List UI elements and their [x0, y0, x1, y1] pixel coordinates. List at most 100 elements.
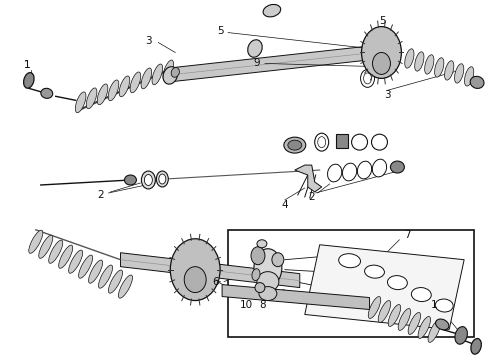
Ellipse shape: [391, 161, 404, 173]
Text: 10: 10: [240, 300, 252, 310]
Ellipse shape: [159, 174, 166, 184]
Bar: [336, 134, 347, 148]
Ellipse shape: [284, 137, 306, 153]
Ellipse shape: [361, 69, 374, 87]
Ellipse shape: [362, 27, 401, 78]
Text: 9: 9: [254, 58, 260, 68]
Ellipse shape: [163, 60, 173, 81]
Text: 7: 7: [404, 230, 411, 240]
Text: 6: 6: [212, 276, 219, 287]
Ellipse shape: [418, 316, 431, 338]
Polygon shape: [121, 253, 300, 288]
Ellipse shape: [257, 272, 279, 292]
Ellipse shape: [89, 260, 102, 283]
Ellipse shape: [425, 55, 434, 74]
Ellipse shape: [352, 134, 368, 150]
Ellipse shape: [435, 299, 453, 312]
Ellipse shape: [436, 319, 449, 330]
Ellipse shape: [343, 163, 357, 181]
Ellipse shape: [365, 265, 385, 278]
Ellipse shape: [41, 88, 53, 98]
Ellipse shape: [171, 239, 220, 301]
Text: 5: 5: [217, 26, 223, 36]
Ellipse shape: [388, 305, 401, 327]
Ellipse shape: [254, 249, 282, 287]
Ellipse shape: [130, 72, 141, 93]
Ellipse shape: [108, 80, 119, 101]
Ellipse shape: [75, 92, 86, 113]
Ellipse shape: [108, 270, 122, 293]
Ellipse shape: [59, 245, 73, 268]
Ellipse shape: [455, 327, 467, 344]
Ellipse shape: [372, 53, 391, 75]
Ellipse shape: [288, 140, 302, 150]
Polygon shape: [295, 165, 322, 192]
Bar: [228, 230, 474, 337]
Polygon shape: [165, 46, 365, 82]
Ellipse shape: [141, 68, 152, 89]
Text: 2: 2: [308, 192, 315, 202]
Ellipse shape: [357, 161, 371, 179]
Polygon shape: [305, 245, 464, 329]
Ellipse shape: [29, 230, 43, 253]
Text: 2: 2: [97, 190, 104, 200]
Ellipse shape: [408, 312, 420, 334]
Ellipse shape: [388, 276, 407, 289]
Text: 1: 1: [431, 300, 438, 310]
Ellipse shape: [364, 73, 371, 84]
Ellipse shape: [371, 134, 388, 150]
Ellipse shape: [372, 159, 387, 177]
Ellipse shape: [119, 275, 132, 298]
Ellipse shape: [259, 287, 277, 301]
Text: 5: 5: [379, 15, 386, 26]
Ellipse shape: [444, 61, 454, 80]
Ellipse shape: [142, 171, 155, 189]
Ellipse shape: [124, 175, 136, 185]
Ellipse shape: [415, 52, 424, 71]
Ellipse shape: [248, 40, 262, 57]
Ellipse shape: [152, 64, 163, 85]
Ellipse shape: [364, 30, 399, 75]
Ellipse shape: [39, 235, 53, 258]
Ellipse shape: [78, 255, 93, 278]
Ellipse shape: [263, 4, 281, 17]
Ellipse shape: [171, 68, 179, 77]
Text: 1: 1: [24, 60, 30, 71]
Ellipse shape: [49, 240, 63, 263]
Ellipse shape: [184, 267, 206, 293]
Ellipse shape: [435, 58, 444, 77]
Ellipse shape: [378, 301, 391, 323]
Ellipse shape: [69, 250, 83, 273]
Ellipse shape: [339, 254, 361, 268]
Ellipse shape: [470, 76, 484, 89]
Ellipse shape: [24, 73, 34, 88]
Text: 4: 4: [282, 200, 288, 210]
Ellipse shape: [428, 320, 441, 342]
Ellipse shape: [257, 240, 267, 248]
Polygon shape: [222, 285, 369, 310]
Ellipse shape: [173, 243, 217, 297]
Ellipse shape: [98, 265, 113, 288]
Ellipse shape: [405, 49, 414, 68]
Ellipse shape: [119, 76, 130, 97]
Ellipse shape: [315, 133, 329, 151]
Ellipse shape: [455, 64, 464, 83]
Ellipse shape: [156, 171, 168, 187]
Ellipse shape: [272, 253, 284, 267]
Text: 3: 3: [384, 90, 391, 100]
Ellipse shape: [471, 338, 481, 354]
Ellipse shape: [145, 175, 152, 185]
Ellipse shape: [97, 84, 108, 105]
Ellipse shape: [163, 67, 177, 84]
Ellipse shape: [398, 309, 411, 330]
Ellipse shape: [412, 288, 431, 302]
Ellipse shape: [465, 67, 474, 86]
Text: 8: 8: [260, 300, 266, 310]
Text: 1: 1: [24, 60, 30, 71]
Ellipse shape: [318, 137, 326, 148]
Ellipse shape: [255, 283, 265, 293]
Ellipse shape: [327, 164, 342, 182]
Ellipse shape: [252, 269, 260, 280]
Ellipse shape: [251, 247, 265, 265]
Text: 3: 3: [145, 36, 152, 46]
